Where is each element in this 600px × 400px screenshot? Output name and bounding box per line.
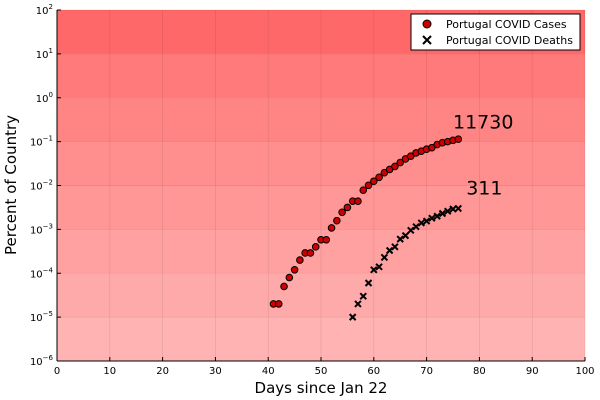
cases-point bbox=[290, 265, 299, 274]
y-tick-label: 100 bbox=[36, 91, 53, 105]
y-tick-label: 10−1 bbox=[30, 135, 53, 149]
cases-point bbox=[280, 282, 288, 291]
x-tick-label: 20 bbox=[156, 366, 169, 377]
deaths-point bbox=[385, 246, 394, 255]
cases-point bbox=[338, 208, 346, 217]
x-tick-label: 40 bbox=[262, 366, 275, 377]
deaths-point bbox=[375, 263, 383, 271]
legend-box bbox=[410, 13, 581, 51]
y-axis-ticks: 10−6 10−5 10−4 10−3 10−2 10−1 100 101 102 bbox=[30, 3, 61, 368]
cases-point bbox=[396, 158, 405, 167]
x-tick-label: 60 bbox=[367, 366, 380, 377]
x-axis-ticks: 0 10 20 30 40 50 60 70 80 90 100 bbox=[54, 357, 595, 377]
value-annotation: 311 bbox=[466, 177, 502, 199]
cases-point bbox=[306, 249, 315, 257]
deaths-point bbox=[359, 292, 367, 300]
deaths-point bbox=[454, 204, 462, 213]
background-band bbox=[57, 185, 585, 230]
y-tick-label: 10−5 bbox=[30, 310, 53, 324]
deaths-point bbox=[380, 253, 389, 262]
cases-point bbox=[354, 197, 362, 205]
background-band bbox=[57, 53, 585, 98]
x-tick-label: 90 bbox=[526, 366, 539, 377]
x-axis-label: Days since Jan 22 bbox=[255, 379, 388, 397]
series-cases bbox=[269, 135, 463, 308]
y-tick-label: 10−2 bbox=[30, 179, 53, 193]
deaths-point bbox=[428, 214, 436, 222]
y-tick-label: 10−6 bbox=[30, 354, 54, 368]
value-annotation: 11730 bbox=[453, 111, 513, 133]
deaths-point bbox=[433, 212, 441, 220]
cases-point bbox=[274, 300, 283, 308]
cases-point bbox=[327, 224, 336, 232]
deaths-point bbox=[354, 300, 362, 308]
y-tick-label: 10−3 bbox=[30, 222, 53, 236]
cases-point bbox=[359, 186, 368, 195]
deaths-point bbox=[396, 235, 404, 243]
deaths-point bbox=[391, 243, 399, 251]
legend: Portugal COVID Cases Portugal COVID Deat… bbox=[410, 13, 581, 51]
cases-point bbox=[375, 173, 383, 182]
cases-point bbox=[333, 216, 341, 225]
deaths-point bbox=[438, 209, 447, 218]
legend-deaths-marker bbox=[422, 35, 432, 45]
cases-point bbox=[364, 181, 373, 190]
x-tick-label: 10 bbox=[103, 366, 116, 377]
x-tick-label: 100 bbox=[575, 366, 594, 377]
cases-point bbox=[322, 235, 331, 244]
y-axis-label: Percent of Country bbox=[2, 115, 20, 255]
deaths-point bbox=[444, 207, 452, 215]
background-band bbox=[57, 317, 585, 361]
deaths-point bbox=[401, 231, 410, 240]
background-bands bbox=[57, 10, 585, 361]
background-band bbox=[57, 97, 585, 142]
cases-point bbox=[343, 203, 352, 212]
cases-point bbox=[391, 162, 399, 171]
y-tick-label: 101 bbox=[36, 47, 53, 61]
deaths-point bbox=[348, 313, 357, 321]
cases-point bbox=[285, 273, 294, 282]
legend-cases-marker bbox=[422, 19, 432, 29]
cases-point bbox=[296, 256, 304, 264]
annotations: 11730 311 bbox=[453, 111, 513, 199]
x-tick-label: 70 bbox=[420, 366, 433, 377]
x-tick-label: 50 bbox=[315, 366, 328, 377]
cases-point bbox=[370, 177, 378, 186]
y-tick-label: 10−4 bbox=[30, 266, 54, 280]
legend-cases-label: Portugal COVID Cases bbox=[446, 18, 567, 31]
deaths-point bbox=[412, 223, 420, 231]
cases-point bbox=[406, 152, 415, 161]
deaths-point bbox=[417, 219, 426, 227]
cases-point bbox=[454, 135, 463, 143]
legend-deaths-label: Portugal COVID Deaths bbox=[446, 34, 573, 47]
deaths-point bbox=[370, 266, 378, 274]
x-tick-label: 80 bbox=[473, 366, 486, 377]
series-deaths bbox=[348, 204, 462, 321]
x-tick-label: 30 bbox=[209, 366, 222, 377]
deaths-point bbox=[407, 226, 415, 235]
background-band bbox=[57, 273, 585, 318]
y-tick-label: 102 bbox=[36, 3, 53, 17]
deaths-point bbox=[422, 217, 431, 225]
x-tick-label: 0 bbox=[54, 366, 60, 377]
cases-point bbox=[311, 243, 320, 251]
background-band bbox=[57, 141, 585, 186]
deaths-point bbox=[364, 279, 373, 287]
